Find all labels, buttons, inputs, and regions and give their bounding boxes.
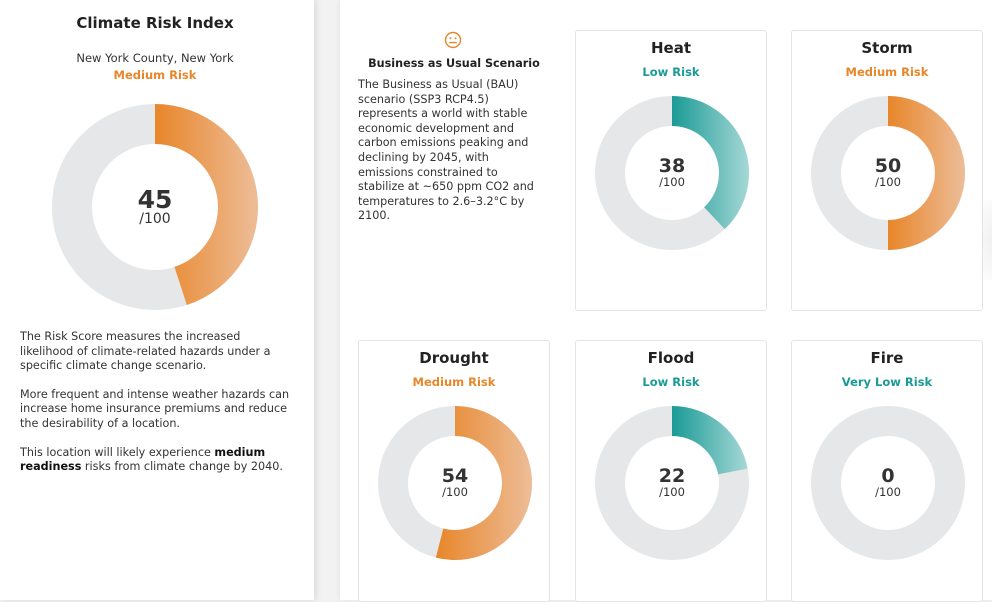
hazard-risk-label: Very Low Risk xyxy=(841,375,933,389)
hazard-donut: 54 /100 xyxy=(378,406,532,560)
donut-value-arc xyxy=(672,406,748,475)
neutral-face-icon xyxy=(444,31,462,49)
donut-value-arc xyxy=(888,96,965,250)
hazard-name: Flood xyxy=(647,349,695,367)
hazard-score-max: /100 xyxy=(875,485,901,500)
scenario-title: Business as Usual Scenario xyxy=(368,57,540,70)
hazard-score-max: /100 xyxy=(442,485,468,500)
hazard-card-heat[interactable]: Heat Low Risk 38 /100 xyxy=(575,30,767,311)
overall-risk-label: Medium Risk xyxy=(113,68,197,82)
hazard-card-storm[interactable]: Storm Medium Risk 50 /100 xyxy=(791,30,983,311)
hazard-card-drought[interactable]: Drought Medium Risk 54 /100 xyxy=(358,340,550,602)
hazard-risk-label: Low Risk xyxy=(642,375,700,389)
overall-score-max: /100 xyxy=(139,210,171,227)
hazard-card-fire[interactable]: Fire Very Low Risk 0 /100 xyxy=(791,340,983,602)
page-title: Climate Risk Index xyxy=(76,14,234,32)
hazard-name: Fire xyxy=(870,349,904,367)
scenario-description: The Business as Usual (BAU) scenario (SS… xyxy=(358,78,534,223)
readiness-level: medium readiness xyxy=(20,445,266,474)
hazard-name: Heat xyxy=(650,39,692,57)
location-label: New York County, New York xyxy=(76,51,234,65)
hazard-score-value: 54 xyxy=(441,465,469,488)
donut-value-arc xyxy=(435,406,532,560)
hazard-risk-label: Medium Risk xyxy=(412,375,496,389)
overall-score-value: 45 xyxy=(137,184,173,214)
risk-description: The Risk Score measures the increased li… xyxy=(20,330,290,489)
hazard-card-flood[interactable]: Flood Low Risk 22 /100 xyxy=(575,340,767,602)
hazard-risk-label: Low Risk xyxy=(642,65,700,79)
donut-track xyxy=(811,406,965,560)
hazard-donut: 22 /100 xyxy=(595,406,749,560)
hazard-score-value: 22 xyxy=(658,465,686,488)
hazard-name: Drought xyxy=(419,349,489,367)
hazard-score-value: 0 xyxy=(881,465,895,488)
description-paragraph: More frequent and intense weather hazard… xyxy=(20,387,290,430)
donut-value-arc xyxy=(672,96,749,230)
hazard-donut: 38 /100 xyxy=(595,96,749,250)
hazard-score-max: /100 xyxy=(659,485,685,500)
hazard-score-value: 50 xyxy=(874,155,902,178)
hazard-score-max: /100 xyxy=(875,175,901,190)
readiness-statement: This location will likely experience med… xyxy=(20,445,283,474)
donut-value-arc xyxy=(155,104,258,305)
hazard-score-max: /100 xyxy=(659,175,685,190)
overall-risk-donut: 45 /100 xyxy=(52,104,258,310)
hazard-risk-label: Medium Risk xyxy=(845,65,929,79)
hazard-score-value: 38 xyxy=(658,155,686,178)
hazard-name: Storm xyxy=(861,39,913,57)
overall-risk-donut-svg xyxy=(52,104,258,310)
description-paragraph: The Risk Score measures the increased li… xyxy=(20,330,271,373)
summary-panel: Climate Risk Index New York County, New … xyxy=(0,0,314,600)
hazard-donut: 0 /100 xyxy=(811,406,965,560)
hazard-donut: 50 /100 xyxy=(811,96,965,250)
